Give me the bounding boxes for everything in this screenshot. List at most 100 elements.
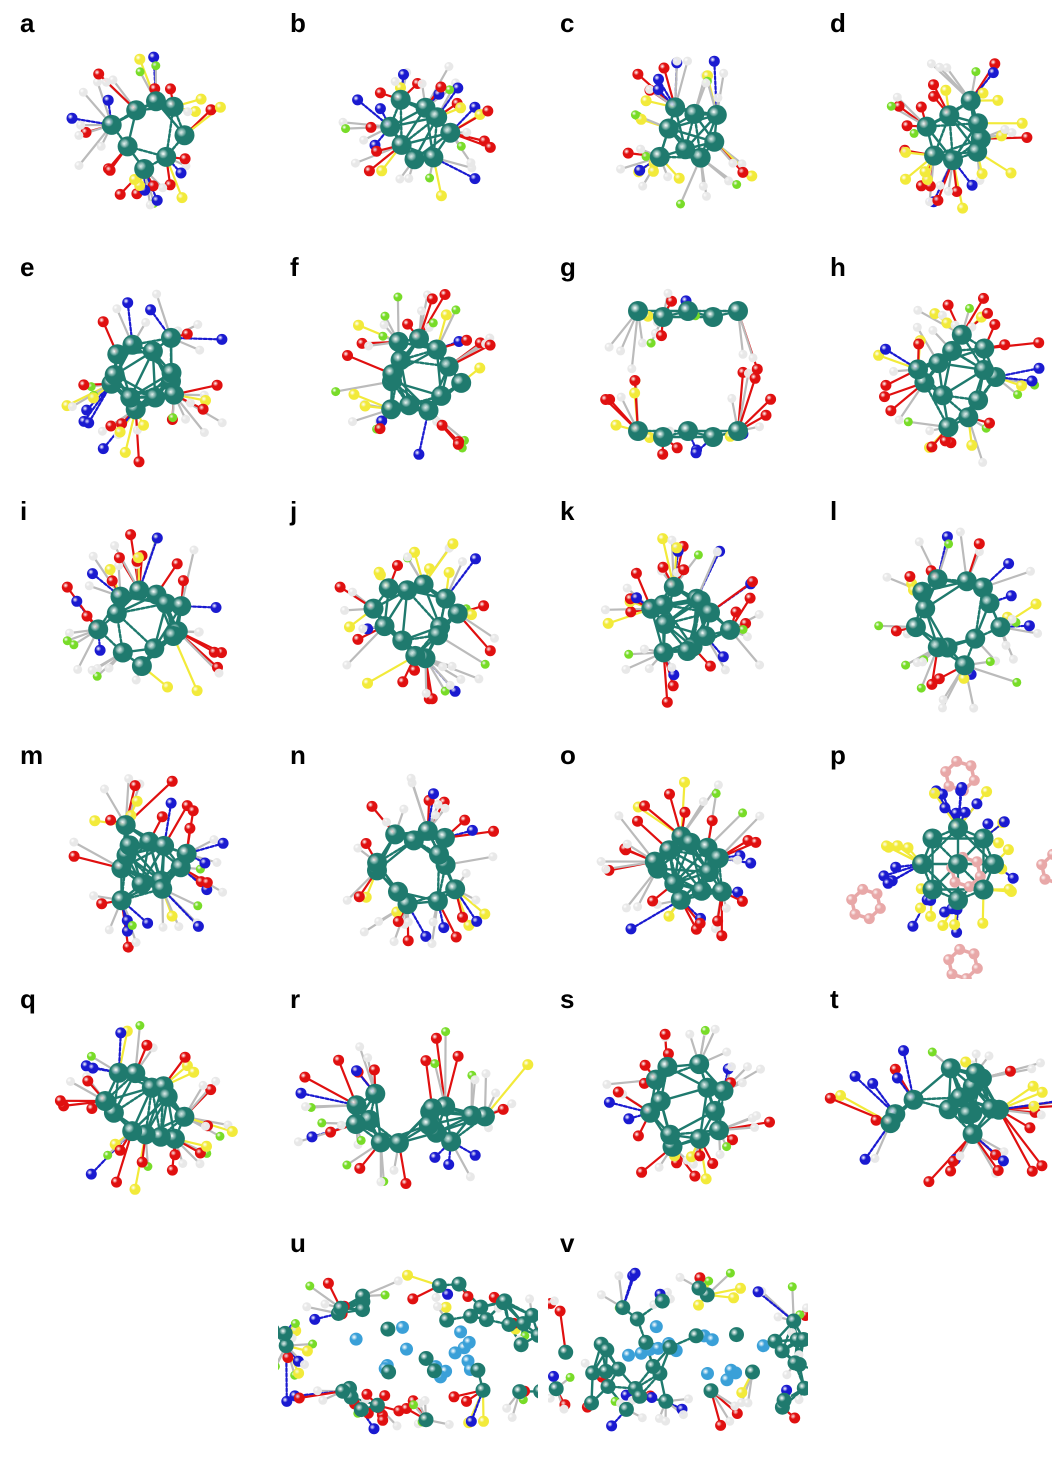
hydrogen-atom bbox=[209, 835, 219, 845]
oxygen-atom bbox=[61, 581, 73, 593]
hydrogen-atom bbox=[925, 426, 935, 436]
oxygen-atom bbox=[879, 391, 890, 403]
metal-atom bbox=[979, 593, 1000, 614]
hydrogen-atom bbox=[302, 1302, 312, 1312]
oxygen-atom bbox=[366, 800, 378, 812]
oxygen-atom bbox=[973, 538, 985, 550]
hydrogen-atom bbox=[701, 78, 711, 88]
hydrogen-atom bbox=[461, 868, 471, 878]
hydrogen-atom bbox=[340, 605, 350, 615]
metal-atom bbox=[413, 574, 434, 595]
hydrogen-atom bbox=[358, 624, 368, 634]
metal-atom bbox=[649, 146, 670, 167]
oxygen-atom bbox=[890, 625, 902, 637]
oxygen-atom bbox=[731, 1408, 743, 1419]
metal-atom bbox=[161, 362, 182, 383]
oxygen-atom bbox=[365, 121, 377, 133]
sulfur-atom bbox=[940, 84, 952, 96]
hydrogen-atom bbox=[720, 665, 730, 675]
hydrogen-atom bbox=[382, 817, 391, 827]
hydrogen-atom bbox=[183, 107, 193, 117]
hydrogen-atom bbox=[644, 664, 654, 674]
metal-atom bbox=[905, 617, 926, 638]
metal-atom bbox=[774, 1343, 790, 1359]
oxygen-atom bbox=[715, 1419, 727, 1431]
fluorine-atom bbox=[430, 1059, 440, 1069]
inner-metal-atom bbox=[705, 1333, 719, 1347]
hydrogen-atom bbox=[73, 664, 83, 674]
carbon-atom bbox=[1039, 873, 1051, 885]
oxygen-atom bbox=[484, 141, 496, 153]
oxygen-atom bbox=[407, 1293, 419, 1305]
fluorine-atom bbox=[445, 85, 455, 95]
hydrogen-atom bbox=[622, 839, 632, 849]
nitrogen-atom bbox=[690, 447, 702, 459]
nitrogen-atom bbox=[438, 922, 450, 934]
metal-atom bbox=[938, 417, 959, 438]
hydrogen-atom bbox=[217, 418, 227, 428]
metal-atom bbox=[438, 356, 459, 377]
hydrogen-atom bbox=[320, 1299, 330, 1309]
nitrogen-atom bbox=[936, 788, 948, 800]
oxygen-atom bbox=[105, 420, 117, 432]
fluorine-atom bbox=[62, 636, 72, 646]
metal-atom bbox=[796, 1380, 808, 1396]
hydrogen-atom bbox=[438, 662, 448, 672]
sulfur-atom bbox=[129, 1183, 141, 1195]
sulfur-atom bbox=[226, 1126, 238, 1137]
nitrogen-atom bbox=[306, 1131, 318, 1143]
nitrogen-atom bbox=[1005, 590, 1017, 602]
nitrogen-atom bbox=[295, 1087, 307, 1099]
nitrogen-atom bbox=[1023, 620, 1035, 632]
hydrogen-atom bbox=[663, 288, 673, 298]
metal-atom bbox=[956, 571, 977, 592]
oxygen-atom bbox=[933, 673, 945, 685]
metal-atom bbox=[171, 596, 192, 617]
fluorine-atom bbox=[193, 901, 203, 911]
cluster-structure-a bbox=[66, 51, 226, 210]
hydrogen-atom bbox=[433, 1302, 442, 1311]
panel-q: q bbox=[8, 980, 268, 1223]
hydrogen-atom bbox=[194, 627, 204, 637]
metal-atom bbox=[144, 638, 165, 659]
panel-label-d: d bbox=[830, 8, 846, 38]
nitrogen-atom bbox=[443, 1159, 455, 1170]
nitrogen-atom bbox=[898, 1045, 909, 1057]
nitrogen-atom bbox=[625, 923, 637, 935]
nitrogen-atom bbox=[732, 886, 744, 898]
fluorine-atom bbox=[886, 101, 896, 111]
sulfur-atom bbox=[87, 392, 99, 404]
sulfur-atom bbox=[663, 910, 675, 922]
sulfur-atom bbox=[134, 53, 146, 65]
hydrogen-atom bbox=[722, 1047, 732, 1057]
panel-d: d bbox=[818, 4, 1052, 247]
metal-atom bbox=[942, 340, 963, 361]
metal-atom bbox=[691, 1280, 707, 1296]
hydrogen-atom bbox=[938, 695, 948, 705]
metal-atom bbox=[653, 307, 673, 327]
hydrogen-atom bbox=[417, 306, 426, 316]
nitrogen-atom bbox=[351, 1065, 362, 1077]
fluorine-atom bbox=[341, 124, 351, 134]
oxygen-atom bbox=[760, 409, 772, 421]
sulfur-atom bbox=[976, 168, 988, 180]
hydrogen-atom bbox=[199, 428, 209, 437]
oxygen-atom bbox=[86, 1103, 98, 1114]
sulfur-atom bbox=[977, 917, 989, 929]
nitrogen-atom bbox=[882, 877, 894, 889]
metal-atom bbox=[111, 890, 132, 911]
metal-atom bbox=[422, 1098, 443, 1119]
oxygen-atom bbox=[125, 529, 137, 541]
metal-atom bbox=[355, 1288, 371, 1304]
hydrogen-atom bbox=[336, 1120, 346, 1130]
sulfur-atom bbox=[629, 387, 641, 399]
nitrogen-atom bbox=[192, 920, 204, 932]
cluster-structure-s bbox=[602, 1024, 775, 1185]
carbon-atom bbox=[1047, 848, 1052, 860]
metal-atom bbox=[880, 1113, 901, 1134]
panel-v: v bbox=[548, 1224, 808, 1467]
hydrogen-atom bbox=[195, 1159, 205, 1169]
nitrogen-atom bbox=[122, 297, 134, 309]
oxygen-atom bbox=[322, 1277, 334, 1289]
carbon-atom bbox=[943, 780, 955, 792]
